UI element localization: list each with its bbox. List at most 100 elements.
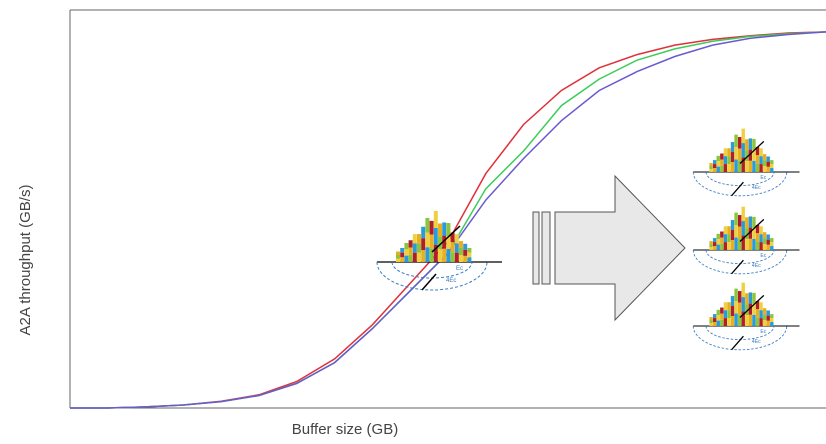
icon-bar	[712, 242, 717, 247]
icon-arrow	[731, 335, 744, 351]
icon-bar	[727, 242, 731, 250]
icon-bar	[727, 156, 731, 165]
icon-bar	[734, 237, 738, 250]
icon-bar	[716, 315, 720, 321]
icon-bar	[723, 156, 728, 165]
icon-bar	[425, 232, 430, 248]
icon-bar	[759, 164, 763, 172]
icon-bar	[755, 146, 760, 156]
icon-bar	[759, 148, 763, 157]
icon-bar	[720, 165, 724, 172]
icon-bar	[748, 149, 753, 161]
icon-bar	[755, 241, 760, 250]
icon-bar	[709, 320, 713, 324]
icon-bar	[723, 164, 728, 172]
icon-bar	[720, 237, 724, 244]
icon-bar	[752, 138, 756, 150]
icon-bar	[752, 314, 756, 326]
icon-bar	[709, 166, 713, 170]
icon-bar	[720, 243, 724, 250]
icon-label: Ec	[456, 266, 463, 272]
icon-bar	[755, 155, 760, 164]
icon-bar	[748, 138, 753, 150]
icon-bar	[716, 239, 720, 245]
icon-bar	[712, 164, 717, 169]
icon-bar	[762, 160, 767, 167]
icon-bar	[433, 245, 438, 262]
icon-bar	[723, 318, 728, 326]
icon-bar	[723, 310, 728, 319]
icon-bar	[745, 239, 749, 250]
icon-bar	[425, 247, 430, 262]
icon-arc	[376, 261, 488, 291]
icon-bar	[727, 164, 731, 172]
icon-bar	[766, 234, 770, 240]
icon-bar	[467, 252, 472, 258]
icon-bar	[442, 235, 447, 249]
icon-bar	[737, 137, 742, 149]
icon-bar	[438, 236, 442, 250]
icon-bar	[716, 320, 720, 326]
arrow	[532, 174, 686, 322]
lines	[70, 31, 826, 409]
icon-bar	[459, 255, 463, 262]
icon-bar	[741, 297, 745, 312]
icon-bar	[404, 255, 409, 262]
icon-bar	[755, 163, 760, 172]
icon-bar	[755, 233, 760, 242]
icon-bar	[720, 159, 724, 166]
icon-bar	[727, 234, 731, 243]
icon-bar	[752, 216, 756, 228]
icon-bar	[759, 310, 763, 319]
icon-bar	[454, 234, 459, 244]
icon-bar	[716, 309, 720, 316]
icon-bar	[723, 148, 728, 157]
icon-bar	[734, 225, 738, 238]
icon-bar	[396, 258, 400, 262]
icon-bar	[752, 238, 756, 250]
icon-bar	[412, 243, 417, 253]
icon-bar	[720, 307, 724, 314]
icon-bar	[762, 308, 767, 315]
icon-label: Ec	[760, 329, 766, 335]
icon-bar	[770, 238, 774, 243]
icon-bar	[755, 317, 760, 326]
icon-bar	[748, 303, 753, 315]
icon-bar	[762, 238, 767, 245]
icon-arc	[692, 249, 788, 275]
icon-bar	[730, 162, 735, 172]
icon-bar	[734, 134, 738, 148]
icon-bar	[748, 238, 753, 250]
icon-bar	[723, 242, 728, 250]
icon-bar	[417, 243, 421, 253]
icon-label: 4Ec	[446, 278, 456, 284]
icon-bar	[745, 139, 749, 151]
icon-bar	[759, 226, 763, 235]
icon-bar	[762, 232, 767, 239]
series-line	[70, 31, 826, 409]
icon-bar	[737, 148, 742, 161]
icon-bar	[450, 232, 455, 243]
icon-bar	[734, 147, 738, 160]
icon-bar	[716, 166, 720, 172]
icon-bar	[408, 247, 413, 255]
icon-bar	[762, 314, 767, 321]
icon-bar	[759, 302, 763, 311]
icon-bar	[770, 314, 774, 319]
icon-bar	[438, 249, 442, 262]
icon-bar	[421, 250, 426, 262]
icon-bar	[727, 226, 731, 235]
icon-bar	[737, 215, 742, 227]
icon-bar	[741, 128, 745, 144]
arrow-head	[554, 174, 686, 322]
icon-bar	[450, 242, 455, 253]
icon-bar	[400, 257, 405, 262]
icon-bar	[755, 300, 760, 310]
icon-bar	[446, 249, 451, 262]
icon-bar	[450, 252, 455, 262]
icon-bar	[770, 160, 774, 165]
icon-bar	[745, 293, 749, 305]
icon-bar	[727, 148, 731, 157]
icon-bar	[404, 249, 409, 256]
